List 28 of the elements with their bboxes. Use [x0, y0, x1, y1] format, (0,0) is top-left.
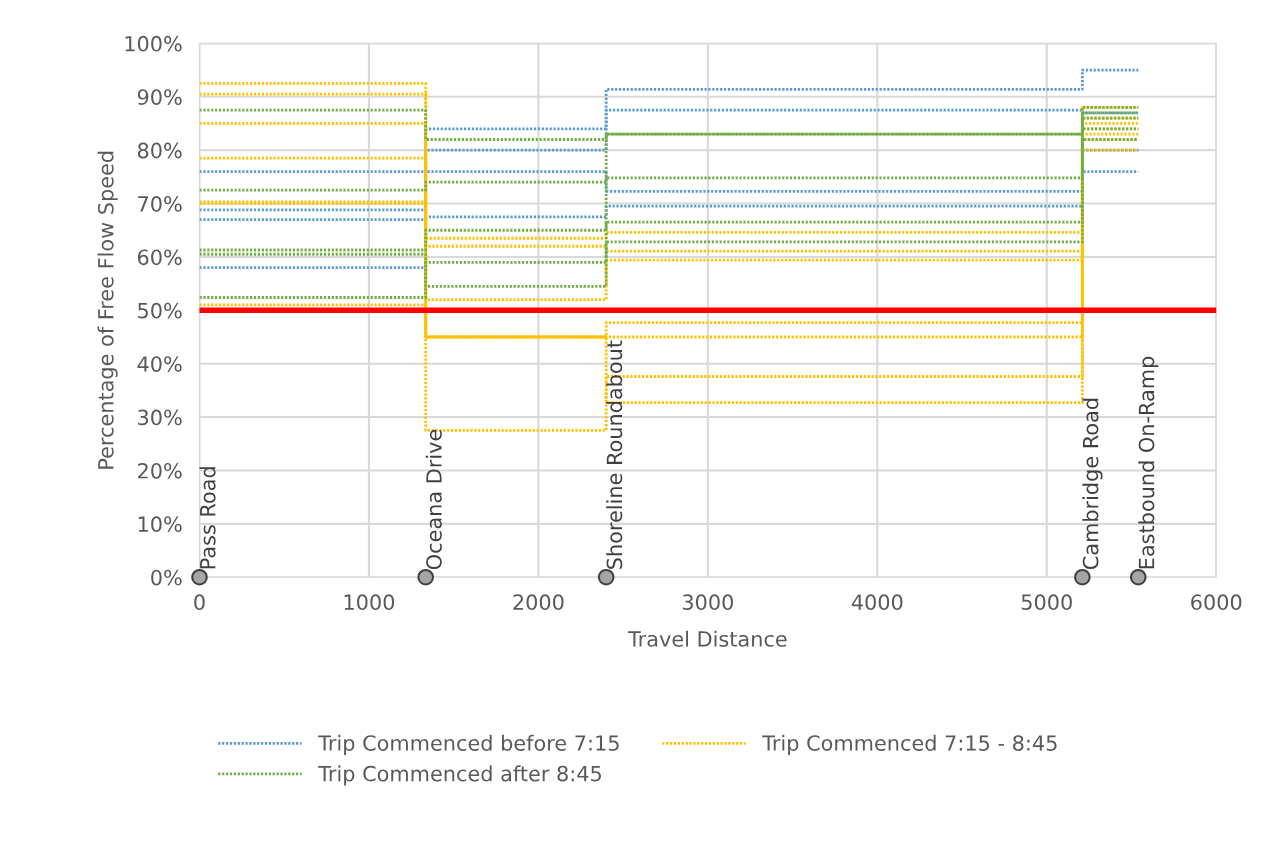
x-tick-label: 1000: [344, 594, 395, 611]
x-tick-label: 3000: [682, 594, 733, 611]
y-tick-label: 40%: [137, 356, 182, 372]
legend-label: Trip Commenced 7:15 - 8:45: [762, 734, 1057, 755]
y-tick-label: 70%: [138, 196, 182, 212]
x-tick-label: 5000: [1021, 594, 1072, 611]
y-tick-label: 0%: [151, 569, 182, 586]
x-tick-label: 4000: [851, 594, 903, 611]
x-axis-title: Travel Distance: [627, 630, 787, 647]
annotation: Shoreline Roundabout: [606, 340, 623, 569]
y-tick-label: 10%: [138, 516, 182, 533]
y-tick-label: 80%: [137, 142, 182, 159]
y-axis-title: Percentage of Free Flow Speed: [97, 151, 118, 469]
x-tick-label: 0: [194, 594, 205, 611]
annotation: Oceana Drive: [425, 429, 442, 570]
legend-label: Trip Commenced before 7:15: [318, 734, 619, 755]
x-tick-label: 6000: [1191, 594, 1242, 611]
annotation: Eastbound On-Ramp: [1138, 356, 1159, 569]
y-tick-label: 90%: [137, 89, 182, 105]
y-tick-label: 50%: [138, 302, 182, 319]
x-tick-label: 2000: [513, 594, 564, 611]
annotation: Cambridge Road: [1082, 398, 1103, 570]
annotation: Pass Road: [199, 467, 216, 569]
y-tick-label: 20%: [138, 462, 182, 479]
y-tick-label: 60%: [137, 249, 182, 266]
legend-label: Trip Commenced after 8:45: [318, 765, 601, 786]
y-tick-label: 30%: [138, 409, 182, 426]
y-tick-label: 100%: [125, 35, 182, 52]
